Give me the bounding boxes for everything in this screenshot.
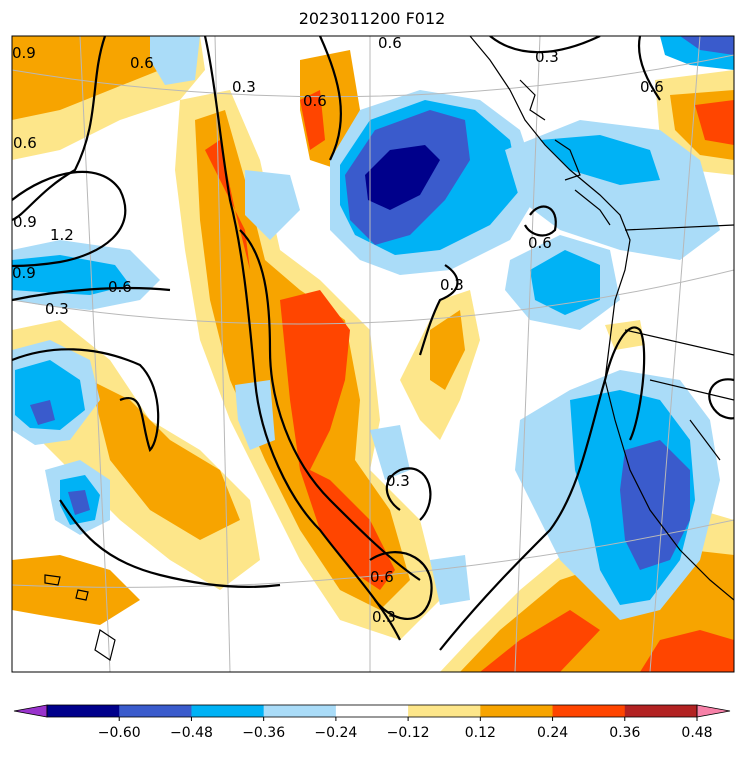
contour-label: 0.6 — [528, 234, 552, 252]
contour-label: 0.3 — [372, 608, 396, 626]
colorbar-tick-label: −0.12 — [387, 725, 430, 741]
contour-label: 0.3 — [386, 472, 410, 490]
contour-label: 0.6 — [370, 568, 394, 586]
colorbar-tick-label: 0.48 — [681, 725, 712, 741]
colorbar-swatch — [119, 705, 192, 717]
contour-lines — [12, 36, 734, 651]
colorbar-border — [46, 704, 698, 718]
map-title: 2023011200 F012 — [298, 9, 446, 28]
positive-fill-regions — [12, 36, 734, 672]
contour-label: 0.6 — [378, 34, 402, 52]
colorbar-tick-label: 0.12 — [465, 725, 496, 741]
colorbar-tick-label: −0.36 — [242, 725, 285, 741]
contour-label: 1.2 — [50, 226, 74, 244]
colorbar: −0.60 −0.48 −0.36 −0.24 −0.12 0.12 0.24 0.36 0.4… — [13, 704, 731, 741]
colorbar-tick-label: 0.36 — [609, 725, 640, 741]
contour-labels: 0.9 0.6 0.6 0.3 0.6 0.3 0.6 0.6 0.9 1.2 … — [12, 34, 664, 626]
colorbar-tick-label: 0.24 — [537, 725, 568, 741]
graticule-lines — [12, 36, 734, 672]
contour-label: 0.9 — [12, 264, 36, 282]
colorbar-extend-low — [13, 704, 48, 718]
contour-label: 0.3 — [535, 48, 559, 66]
colorbar-tick-label: −0.48 — [170, 725, 213, 741]
colorbar-swatch — [480, 705, 554, 717]
colorbar-extend-high — [696, 704, 731, 718]
colorbar-swatch — [263, 705, 337, 717]
contour-label: 0.6 — [640, 78, 664, 96]
coastlines — [44, 36, 734, 661]
contour-label: 0.6 — [13, 134, 37, 152]
colorbar-tick-label: −0.24 — [314, 725, 357, 741]
contour-label: 0.9 — [12, 44, 36, 62]
map-frame — [11, 35, 735, 673]
colorbar-swatch — [191, 705, 265, 717]
colorbar-swatch — [47, 705, 120, 717]
colorbar-swatch — [552, 705, 626, 717]
contour-label: 0.3 — [232, 78, 256, 96]
map-panel: 0.9 0.6 0.6 0.3 0.6 0.3 0.6 0.6 0.9 1.2 … — [12, 34, 734, 672]
colorbar-swatch — [408, 705, 481, 717]
colorbar-swatch — [624, 705, 698, 717]
contour-label: 0.3 — [440, 276, 464, 294]
contour-label: 0.3 — [45, 300, 69, 318]
contour-label: 0.6 — [130, 54, 154, 72]
colorbar-swatch — [335, 705, 409, 717]
colorbar-tick-label: −0.60 — [98, 725, 141, 741]
contour-label: 0.6 — [108, 278, 132, 296]
contour-label: 0.9 — [13, 213, 37, 231]
contour-label: 0.6 — [303, 92, 327, 110]
